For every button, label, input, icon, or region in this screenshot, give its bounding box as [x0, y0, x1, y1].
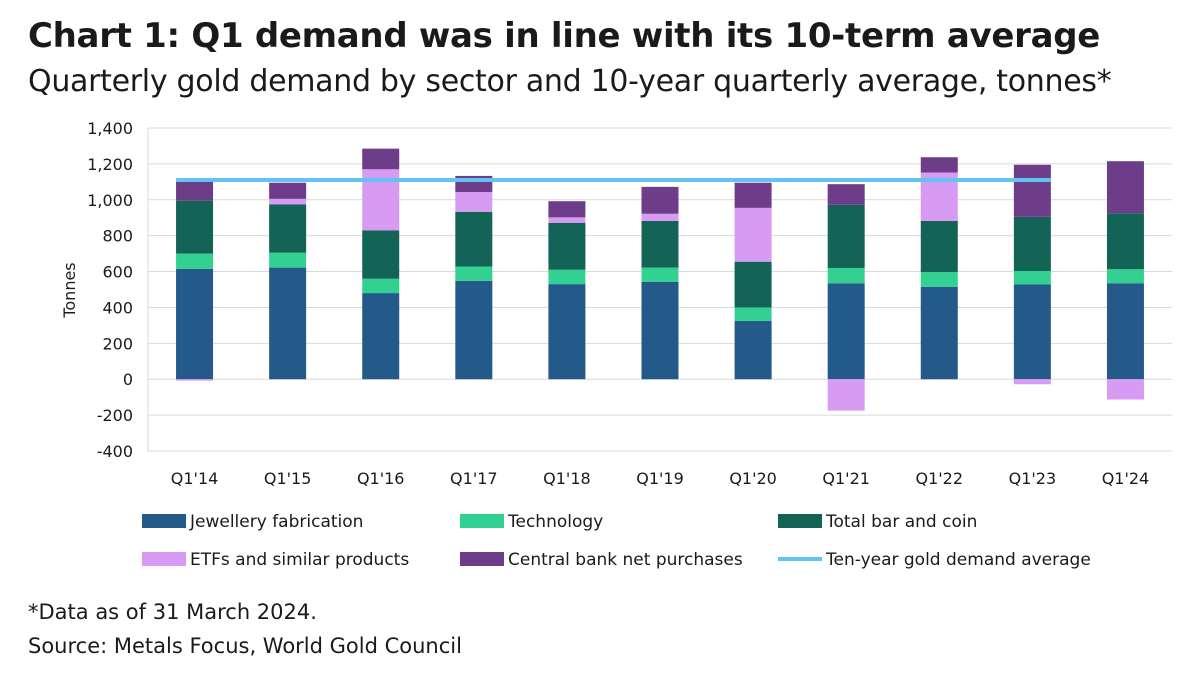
bar-segment [176, 179, 214, 201]
source-note: Source: Metals Focus, World Gold Council [28, 634, 462, 658]
legend-swatch [778, 514, 822, 528]
bar-segment [1013, 216, 1051, 272]
legend: Jewellery fabrication Technology Total bar… [142, 512, 1091, 570]
bar-segment [455, 211, 493, 267]
bar-segment [362, 278, 400, 294]
legend-label: ETFs and similar products [190, 550, 409, 570]
legend-swatch [142, 514, 186, 528]
bar-segment [1013, 284, 1051, 380]
bar-segment [1106, 379, 1144, 400]
y-tick-label: 200 [102, 334, 133, 353]
x-tick-label: Q1'18 [543, 469, 591, 488]
bar-segment [455, 280, 493, 380]
bar-segment [734, 182, 772, 208]
x-tick-label: Q1'14 [171, 469, 219, 488]
x-tick-label: Q1'17 [450, 469, 498, 488]
x-tick-label: Q1'24 [1102, 469, 1150, 488]
bar-segment [1106, 161, 1144, 214]
bar-segment [920, 286, 958, 380]
legend-label: Central bank net purchases [508, 550, 743, 570]
bar-segment [827, 283, 865, 380]
bar-segment [1106, 283, 1144, 380]
legend-label: Ten-year gold demand average [825, 550, 1091, 570]
bar-segment [269, 198, 307, 205]
bar-segment [362, 148, 400, 170]
bar-segment [920, 272, 958, 287]
y-tick-label: -200 [97, 406, 133, 425]
legend-label: Technology [507, 512, 603, 532]
bar-segment [641, 267, 679, 282]
legend-swatch [460, 552, 504, 566]
legend-label: Total bar and coin [825, 512, 977, 532]
legend-label: Jewellery fabrication [189, 512, 363, 532]
y-axis-ticks: -400 -200 0 200 400 600 800 1,000 1,200 1,400 [87, 119, 133, 461]
x-tick-label: Q1'20 [729, 469, 777, 488]
bar-segment [455, 192, 493, 212]
bar-segment [641, 220, 679, 268]
x-tick-label: Q1'19 [636, 469, 684, 488]
footnote: *Data as of 31 March 2024. [28, 600, 317, 624]
bar-segment [362, 293, 400, 380]
bar-segment [734, 320, 772, 380]
bar-segment [827, 184, 865, 205]
bar-segment [641, 213, 679, 221]
bar-segment [641, 186, 679, 214]
bar-segment [1013, 379, 1051, 385]
bar-segment [548, 217, 586, 223]
bar-segment [269, 182, 307, 199]
y-tick-label: 600 [102, 263, 133, 282]
x-axis-ticks: Q1'14 Q1'15 Q1'16 Q1'17 Q1'18 Q1'19 Q1'20 Q1'21… [171, 469, 1149, 488]
bar-segment [455, 266, 493, 281]
x-tick-label: Q1'15 [264, 469, 312, 488]
bar-segment [827, 379, 865, 411]
y-tick-label: 1,400 [87, 119, 133, 138]
bar-segment [548, 201, 586, 218]
y-tick-label: 1,200 [87, 155, 133, 174]
bar-segment [827, 267, 865, 284]
chart-subtitle: Quarterly gold demand by sector and 10-y… [28, 64, 1112, 99]
chart-title: Chart 1: Q1 demand was in line with its … [28, 16, 1101, 56]
bar-segment [734, 207, 772, 262]
y-tick-label: 800 [102, 227, 133, 246]
bar-segment [734, 261, 772, 308]
stacked-bar-chart: -400 -200 0 200 400 600 800 1,000 1,200 1,400 Q1'… [60, 119, 1172, 570]
x-tick-label: Q1'22 [916, 469, 964, 488]
bar-segment [176, 253, 214, 269]
bar-segment [1106, 213, 1144, 270]
bar-segment [827, 204, 865, 268]
bar-segment [1013, 164, 1051, 217]
x-tick-label: Q1'21 [822, 469, 870, 488]
bar-segment [734, 307, 772, 321]
bar-segment [548, 222, 586, 270]
bar-segment [548, 284, 586, 380]
legend-swatch [460, 514, 504, 528]
bar-segment [1106, 269, 1144, 284]
bar-segment [1013, 271, 1051, 285]
x-tick-label: Q1'16 [357, 469, 405, 488]
bar-segment [176, 200, 214, 254]
bar-segment [176, 379, 214, 381]
y-tick-label: 400 [102, 298, 133, 317]
bar-segment [362, 230, 400, 279]
bar-segment [269, 204, 307, 253]
bar-segment [920, 157, 958, 173]
y-axis-label: Tonnes [60, 262, 79, 318]
legend-swatch [142, 552, 186, 566]
bars [176, 148, 1144, 411]
bar-segment [269, 252, 307, 268]
bar-segment [176, 268, 214, 380]
bar-segment [269, 267, 307, 380]
x-tick-label: Q1'23 [1009, 469, 1057, 488]
y-tick-label: 1,000 [87, 191, 133, 210]
y-tick-label: 0 [123, 370, 133, 389]
bar-segment [641, 281, 679, 380]
bar-segment [920, 220, 958, 273]
y-tick-label: -400 [97, 442, 133, 461]
bar-segment [548, 269, 586, 285]
